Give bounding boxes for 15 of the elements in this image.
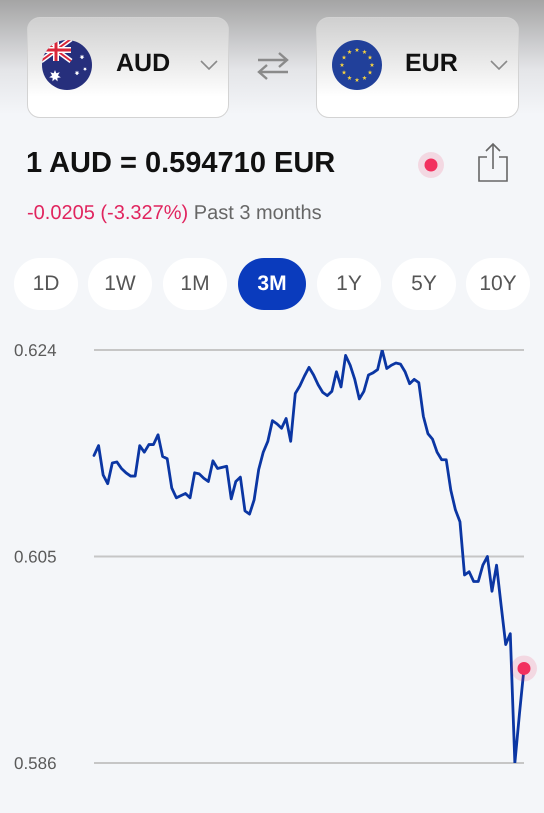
text: AUD [116, 49, 170, 78]
range-button: 1W [88, 258, 152, 310]
range-button: 5Y [392, 258, 456, 310]
y-tick-label: 0.586 [14, 754, 57, 773]
range-button: 10Y [466, 258, 530, 310]
text: EUR [405, 49, 458, 78]
y-tick-label: 0.605 [14, 547, 57, 566]
range-button: 1Y [317, 258, 381, 310]
range-button: 3M [238, 258, 306, 310]
chart-subtitle: Past 3 months [194, 202, 322, 224]
range-button: 1D [14, 258, 78, 310]
y-tick-label: 0.624 [14, 340, 57, 360]
chart-title: 1 AUD = 0.594710 EUR [26, 147, 336, 180]
range-button: 1M [163, 258, 227, 310]
text: -0.0205 (-3.327%) [27, 202, 188, 224]
